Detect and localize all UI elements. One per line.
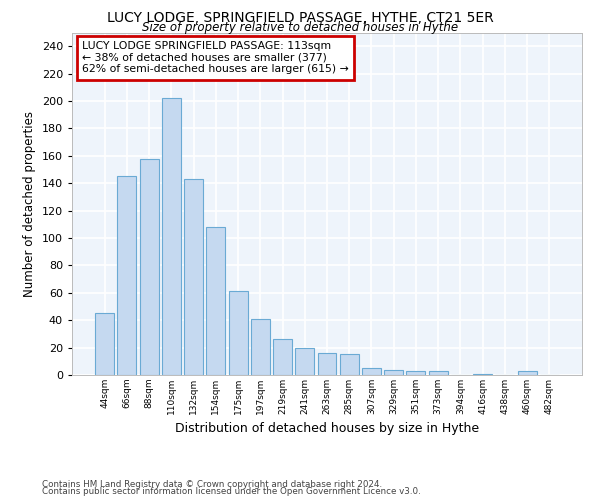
Bar (317, 353, 337, 375)
Bar (95, 314, 114, 375)
Bar (362, 368, 381, 375)
Bar (118, 176, 136, 375)
Bar (140, 158, 158, 375)
Bar (273, 340, 292, 375)
Bar (206, 227, 225, 375)
Text: Size of property relative to detached houses in Hythe: Size of property relative to detached ho… (142, 22, 458, 35)
Y-axis label: Number of detached properties: Number of detached properties (23, 111, 36, 296)
Bar (473, 374, 492, 375)
Bar (295, 348, 314, 375)
Bar (384, 370, 403, 375)
Bar (518, 371, 536, 375)
Text: LUCY LODGE, SPRINGFIELD PASSAGE, HYTHE, CT21 5ER: LUCY LODGE, SPRINGFIELD PASSAGE, HYTHE, … (107, 12, 493, 26)
Bar (229, 292, 248, 375)
Bar (184, 179, 203, 375)
Bar (429, 371, 448, 375)
Text: Contains public sector information licensed under the Open Government Licence v3: Contains public sector information licen… (42, 487, 421, 496)
Bar (162, 98, 181, 375)
Bar (406, 371, 425, 375)
Bar (340, 354, 359, 375)
Bar (251, 319, 270, 375)
Text: LUCY LODGE SPRINGFIELD PASSAGE: 113sqm
← 38% of detached houses are smaller (377: LUCY LODGE SPRINGFIELD PASSAGE: 113sqm ←… (82, 41, 349, 74)
X-axis label: Distribution of detached houses by size in Hythe: Distribution of detached houses by size … (175, 422, 479, 436)
Text: Contains HM Land Registry data © Crown copyright and database right 2024.: Contains HM Land Registry data © Crown c… (42, 480, 382, 489)
